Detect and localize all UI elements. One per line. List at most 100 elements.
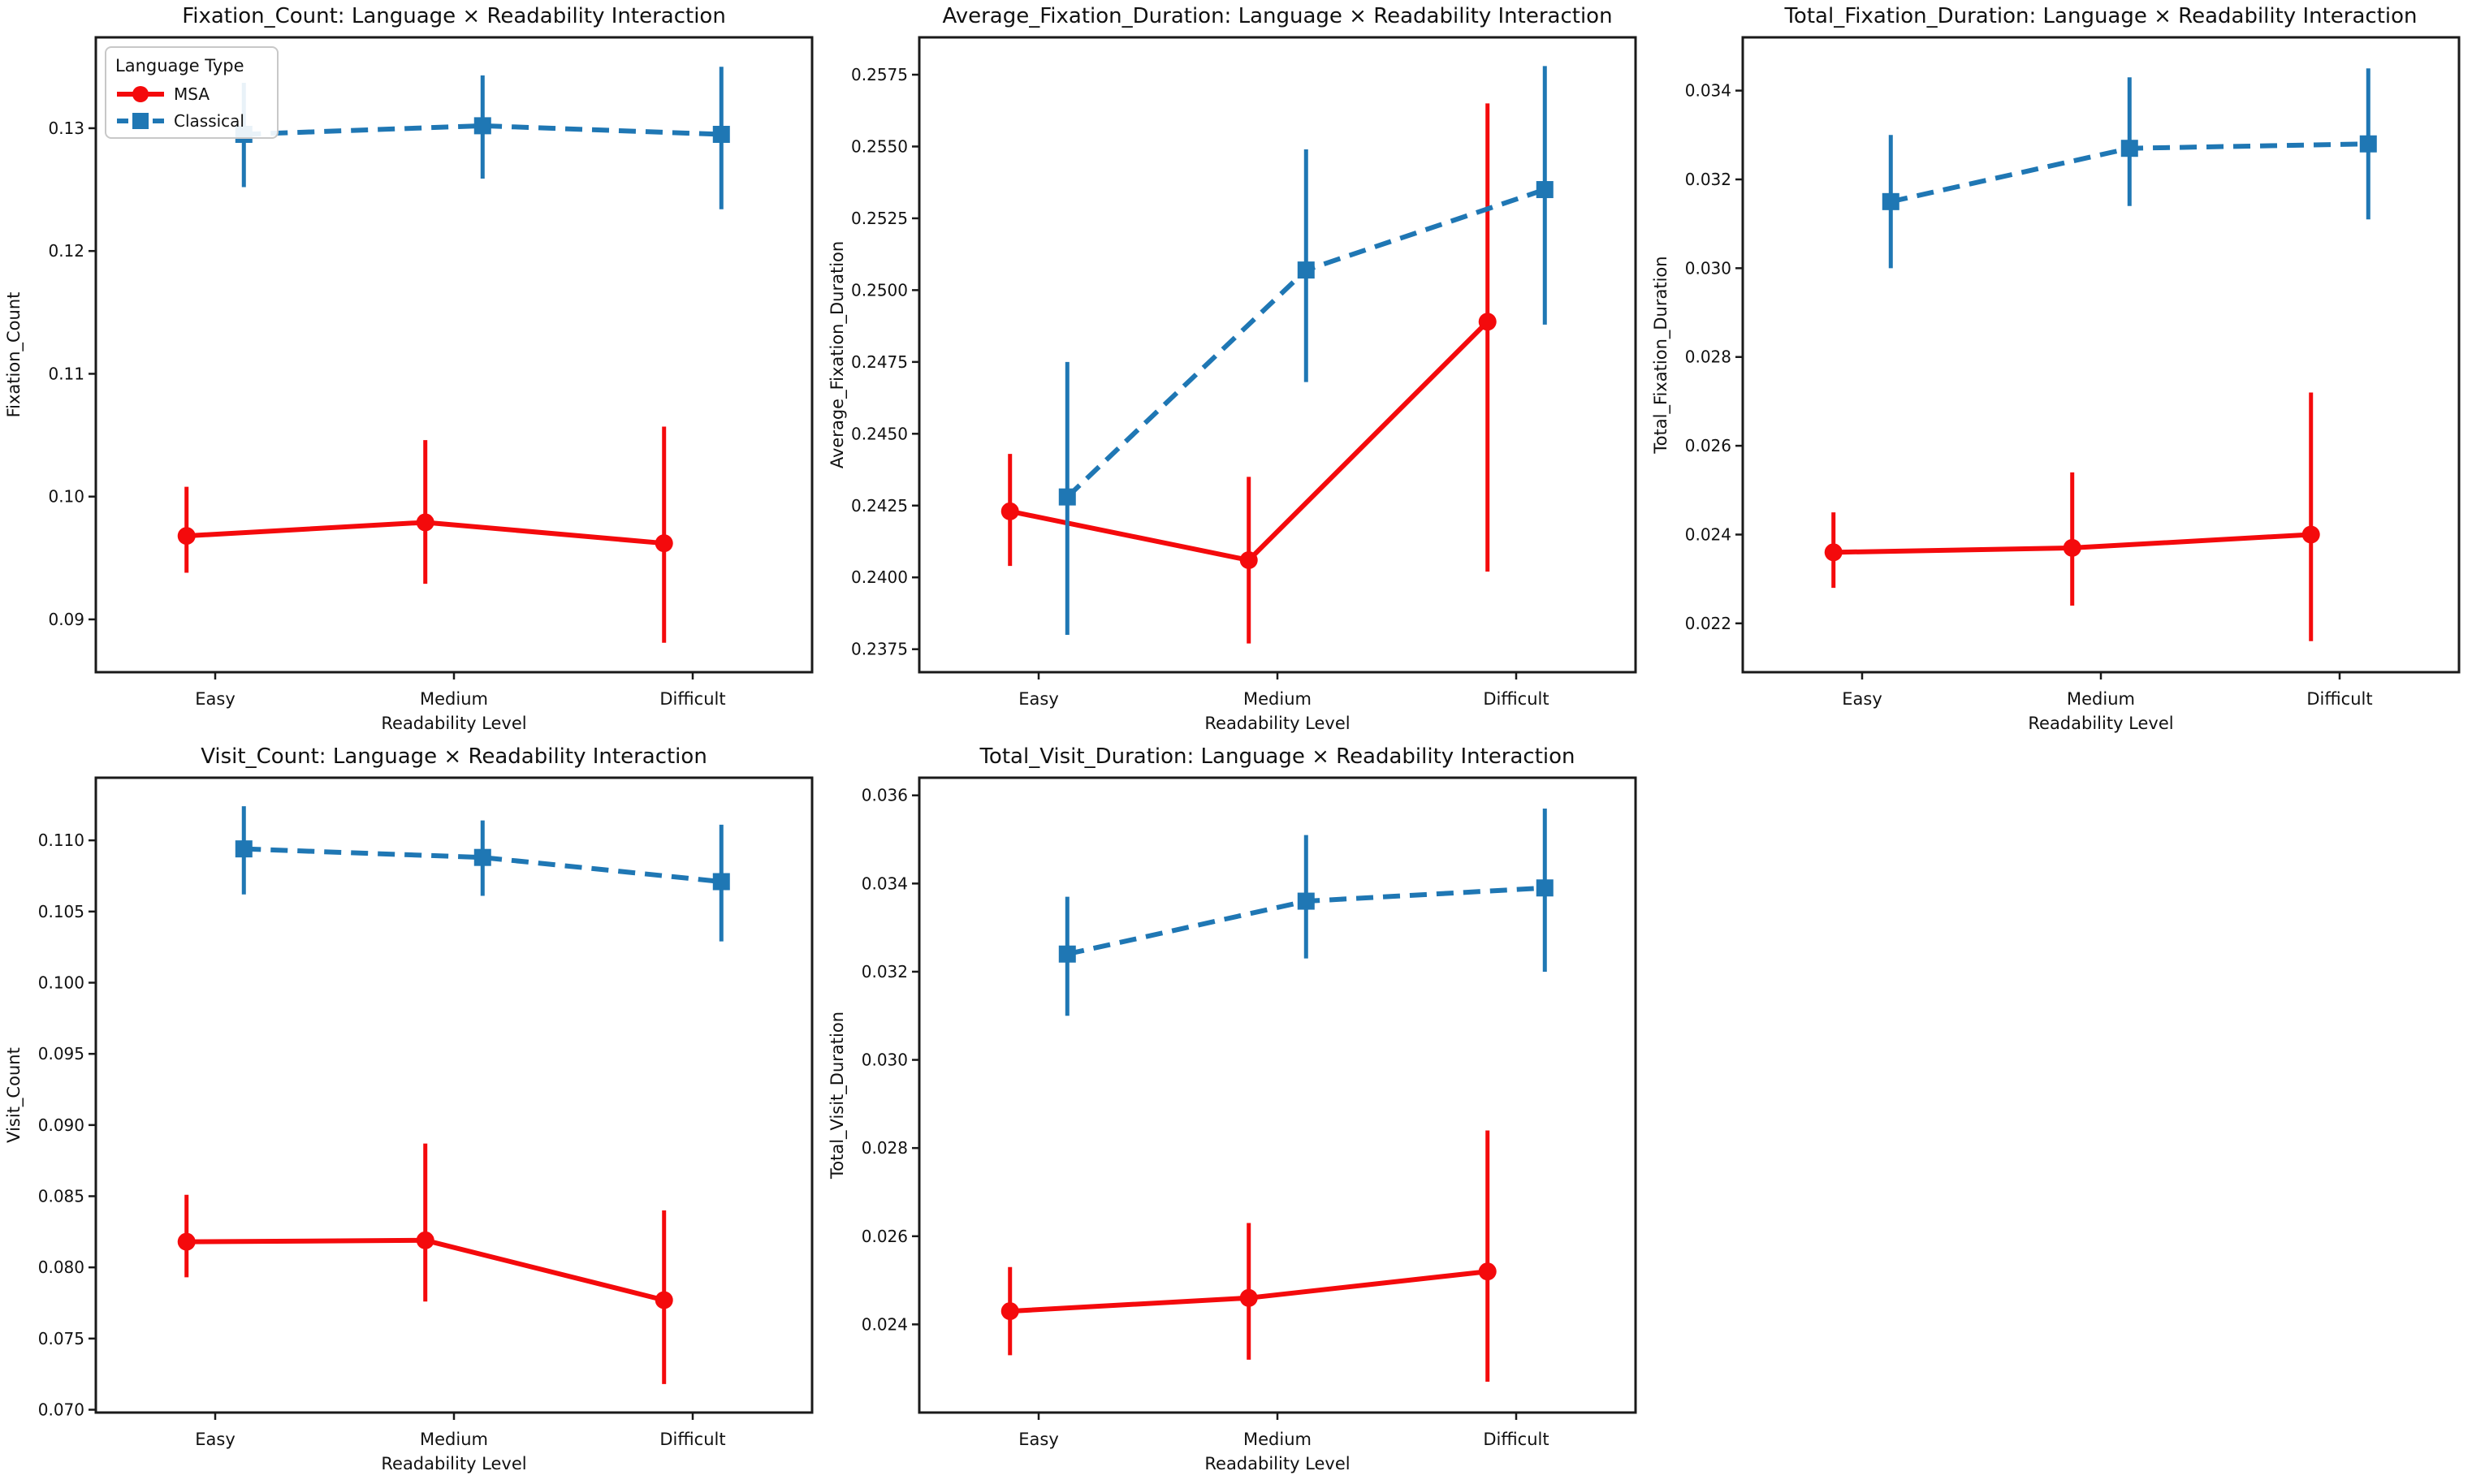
x-axis-label: Readability Level — [1204, 714, 1350, 733]
data-point-marker — [473, 117, 491, 135]
y-tick-label: 0.022 — [1685, 614, 1731, 633]
series-msa — [1824, 392, 2320, 641]
y-tick-label: 0.090 — [38, 1115, 84, 1135]
series-msa — [177, 1143, 673, 1384]
series-classical — [1058, 809, 1554, 1016]
legend-entry-classical: Classical — [117, 111, 244, 131]
y-tick-label: 0.026 — [862, 1227, 908, 1246]
y-axis-label: Fixation_Count — [4, 292, 24, 418]
y-tick-label: 0.024 — [1685, 524, 1731, 544]
data-point-marker — [1297, 892, 1315, 910]
data-point-marker — [2120, 140, 2138, 157]
y-tick-label: 0.110 — [38, 830, 84, 850]
data-point-marker — [1882, 192, 1899, 210]
y-tick-label: 0.2450 — [851, 424, 908, 443]
series-msa — [1000, 103, 1497, 644]
chart-title: Average_Fixation_Duration: Language × Re… — [942, 4, 1612, 28]
x-tick-label: Easy — [195, 689, 236, 709]
data-point-marker — [235, 840, 253, 858]
y-tick-label: 0.2550 — [851, 136, 908, 156]
chart-visit_count: Visit_Count: Language × Readability Inte… — [4, 744, 814, 1473]
legend-entry-label: MSA — [174, 84, 210, 104]
y-tick-label: 0.032 — [862, 962, 908, 981]
chart-title: Total_Fixation_Duration: Language × Read… — [1783, 4, 2417, 28]
legend-entry-label: Classical — [174, 111, 244, 131]
axes-frame — [918, 36, 1637, 674]
chart-total_visit_duration: Total_Visit_Duration: Language × Readabi… — [828, 744, 1637, 1473]
series-classical — [235, 806, 730, 942]
data-point-marker — [1536, 181, 1554, 199]
y-tick-label: 0.13 — [48, 119, 84, 138]
chart-fixation_count: Fixation_Count: Language × Readability I… — [4, 4, 814, 733]
x-tick-label: Easy — [1018, 1430, 1059, 1449]
x-tick-label: Difficult — [1483, 689, 1549, 709]
data-point-marker — [1478, 313, 1497, 331]
y-tick-label: 0.11 — [48, 364, 84, 383]
series-classical — [235, 67, 730, 209]
y-tick-label: 0.028 — [862, 1138, 908, 1158]
legend-marker — [132, 113, 149, 129]
y-axis-label: Average_Fixation_Duration — [828, 241, 848, 468]
legend-title: Language Type — [115, 56, 244, 75]
x-tick-label: Easy — [1018, 689, 1059, 709]
y-tick-label: 0.034 — [1685, 81, 1731, 101]
x-tick-label: Medium — [1243, 689, 1312, 709]
x-tick-label: Medium — [2067, 689, 2135, 709]
series-classical — [1882, 68, 2377, 269]
y-tick-label: 0.034 — [862, 874, 908, 893]
y-tick-label: 0.075 — [38, 1329, 84, 1348]
axes-frame — [1741, 36, 2461, 674]
data-point-marker — [416, 513, 434, 532]
y-tick-label: 0.024 — [862, 1314, 908, 1334]
chart-cell-fixation_count: Fixation_Count: Language × Readability I… — [0, 0, 823, 740]
y-tick-label: 0.2375 — [851, 640, 908, 659]
data-point-marker — [2359, 135, 2377, 153]
chart-title: Fixation_Count: Language × Readability I… — [182, 4, 726, 28]
y-tick-label: 0.030 — [1685, 258, 1731, 278]
chart-title: Visit_Count: Language × Readability Inte… — [201, 744, 707, 769]
data-point-marker — [1239, 1288, 1258, 1307]
data-point-marker — [1000, 1302, 1019, 1321]
x-tick-label: Easy — [195, 1430, 236, 1449]
data-point-marker — [416, 1231, 434, 1249]
data-point-marker — [473, 848, 491, 866]
y-tick-label: 0.2525 — [851, 209, 908, 228]
y-tick-label: 0.2575 — [851, 65, 908, 84]
series-classical — [1058, 66, 1554, 635]
y-tick-label: 0.2475 — [851, 352, 908, 372]
y-tick-label: 0.100 — [38, 973, 84, 992]
chart-cell-total_fixation_duration: Total_Fixation_Duration: Language × Read… — [1647, 0, 2470, 740]
x-tick-label: Medium — [420, 1430, 488, 1449]
legend: Language Type MSA Classical — [105, 46, 279, 139]
chart-cell-average_fixation_duration: Average_Fixation_Duration: Language × Re… — [823, 0, 1647, 740]
y-axis-label: Total_Fixation_Duration — [1651, 256, 1671, 454]
y-tick-label: 0.070 — [38, 1400, 84, 1419]
chart-title: Total_Visit_Duration: Language × Readabi… — [979, 744, 1575, 769]
x-tick-label: Medium — [420, 689, 488, 709]
axes-frame — [918, 776, 1637, 1414]
y-tick-label: 0.080 — [38, 1258, 84, 1277]
y-tick-label: 0.2400 — [851, 567, 908, 587]
chart-average_fixation_duration: Average_Fixation_Duration: Language × Re… — [828, 4, 1637, 733]
legend-entry-msa: MSA — [117, 84, 210, 104]
data-point-marker — [712, 125, 730, 143]
series-msa — [177, 426, 673, 643]
y-tick-label: 0.028 — [1685, 347, 1731, 367]
data-point-marker — [177, 1232, 196, 1251]
data-point-marker — [2063, 538, 2081, 557]
data-point-marker — [177, 527, 196, 546]
data-point-marker — [1536, 879, 1554, 897]
data-point-marker — [1058, 488, 1076, 506]
series-msa — [1000, 1130, 1497, 1382]
axes-frame — [94, 776, 814, 1414]
chart-total_fixation_duration: Total_Fixation_Duration: Language × Read… — [1651, 4, 2461, 733]
data-point-marker — [1297, 261, 1315, 279]
x-tick-label: Difficult — [2306, 689, 2372, 709]
y-tick-label: 0.026 — [1685, 436, 1731, 455]
x-axis-label: Readability Level — [381, 714, 526, 733]
data-point-marker — [1000, 502, 1019, 520]
legend-marker — [132, 86, 149, 102]
y-tick-label: 0.10 — [48, 487, 84, 507]
x-tick-label: Easy — [1842, 689, 1882, 709]
